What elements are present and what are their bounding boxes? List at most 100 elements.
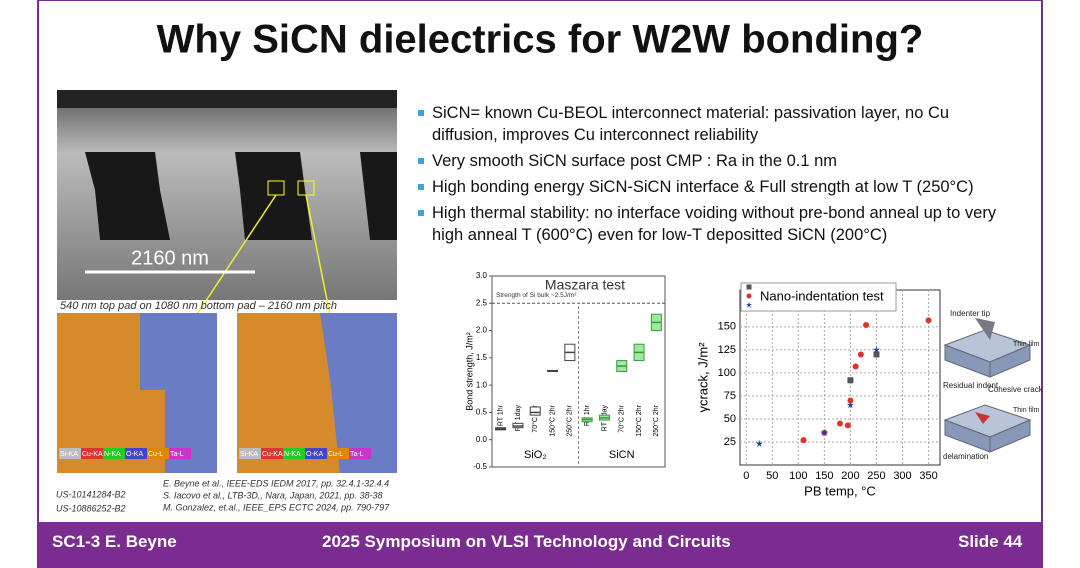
diagram-label: Thin film [1013,341,1040,348]
data-point [863,322,870,328]
film-block [944,419,1031,453]
group-label: SiCN [609,449,635,461]
y-tick-label: 0.0 [476,435,488,444]
legend-title: Nano-indentation test [760,288,884,303]
residual-indent [975,412,990,424]
data-point [847,397,854,404]
data-point [846,401,855,409]
sem-pads [85,152,397,240]
eds-legend-swatch [261,448,283,459]
x-tick-label: 150°C 2hr [548,404,556,436]
data-point [800,437,807,444]
legend-marker [745,301,753,308]
x-tick-label: 70°C 2hr [531,404,539,432]
patent: US-10141284-B2 [56,489,126,499]
y-tick-label: 3.0 [476,271,488,280]
scale-label: 2160 nm [131,247,209,269]
eds-legend-label: Si-KA [240,451,258,458]
x-tick-label: 150 [815,470,833,482]
eds-legend-swatch [239,448,261,459]
x-tick-label: 300 [893,470,911,482]
sem-layer [57,90,397,108]
y-tick-label: 100 [718,367,736,379]
data-point [852,363,859,370]
plot-frame [739,289,941,466]
x-tick-label: 200 [841,470,859,482]
y-tick-label: 2.5 [476,298,488,307]
eds-legend-label: Si-KA [60,451,78,458]
eds-legend-label: Cu-L [328,451,343,458]
legend-marker [746,293,752,299]
diagram-label: Residual indent [943,381,999,390]
bullet: High thermal stability: no interface voi… [416,202,1016,246]
eds-region [237,313,340,473]
data-point [837,420,843,427]
group-label: SiO₂ [524,449,547,461]
data-point [857,351,864,358]
legend-marker [746,284,752,290]
diagram-label: delamination [943,452,988,461]
eds-legend-swatch [125,448,147,459]
x-tick-label: RT 1hr [584,404,591,426]
bullet: Very smooth SiCN surface post CMP : Ra i… [416,150,1016,172]
y-tick-label: 150 [718,321,736,333]
diagram-label: Cohesive crack [988,385,1044,394]
x-tick-label: 250°C 2hr [566,404,574,436]
eds-legend-swatch [327,448,349,459]
footer-right: Slide 44 [958,532,1023,551]
y-tick-label: 1.0 [476,380,488,389]
x-tick-label: 250°C 2hr [652,404,660,436]
eds-region [140,313,217,473]
x-tick-label: 250 [867,470,885,482]
x-tick-label: 0 [743,470,749,482]
eds-legend-label: Cu-L [148,451,163,458]
x-tick-label: RT 1hr [497,404,504,426]
data-point [925,317,932,324]
bullet: SiCN= known Cu-BEOL interconnect materia… [416,102,1016,146]
indenter [975,318,995,340]
legend-box [740,282,897,312]
data-point [820,428,829,436]
reference: E. Beyne et al., IEEE-EDS IEDM 2017, pp.… [163,478,389,488]
x-tick-label: 70°C 2hr [618,404,626,432]
data-point [872,346,881,353]
image-caption: 540 nm top pad on 1080 nm bottom pad – 2… [60,300,337,312]
y-tick-label: 1.5 [476,353,488,362]
eds-legend-label: Cu-KA [82,451,103,458]
eds-legend-label: N-KA [104,451,121,458]
reference: M. Gonzalez, et.al., IEEE_EPS ECTC 2024,… [163,502,390,512]
chart-title: Maszara test [545,277,625,293]
footer-band [38,522,1042,568]
footer-left: SC1-3 E. Beyne [52,532,177,551]
eds-legend-swatch [305,448,327,459]
annotation: Strength of Si bulk ~2.5J/m² [496,292,577,299]
data-point [844,422,851,429]
eds-legend-swatch [59,448,81,459]
data-point [873,351,880,358]
bullet-list: SiCN= known Cu-BEOL interconnect materia… [416,102,1016,250]
eds-legend-swatch [349,448,371,459]
eds-legend-swatch [103,448,125,459]
y-tick-label: -0.5 [473,462,487,471]
x-tick-label: RT 1day [515,405,522,432]
y-tick-label: 75 [724,390,736,402]
diagram-label: Indenter tip [950,309,991,318]
y-tick-label: 50 [724,413,736,425]
patent: US-10886252-B2 [56,503,126,513]
eds-legend-label: O-KA [306,451,323,458]
eds-legend-swatch [81,448,103,459]
data-point [755,439,763,447]
eds-legend-swatch [169,448,191,459]
y-axis-label: γcrack, J/m² [695,342,710,413]
slide-title: Why SiCN dielectrics for W2W bonding? [157,18,924,62]
eds-legend-swatch [147,448,169,459]
eds-legend-label: Ta-L [170,451,184,458]
data-point [847,377,854,384]
y-tick-label: 0.5 [476,408,488,417]
eds-legends: Si-KA Cu-KA N-KA O-KA Cu-L Ta-L Si-KA Cu-KA N-KA… [59,448,371,459]
y-tick-label: 125 [718,344,736,356]
y-tick-label: 2.0 [476,326,488,335]
y-tick-label: 25 [724,436,736,448]
